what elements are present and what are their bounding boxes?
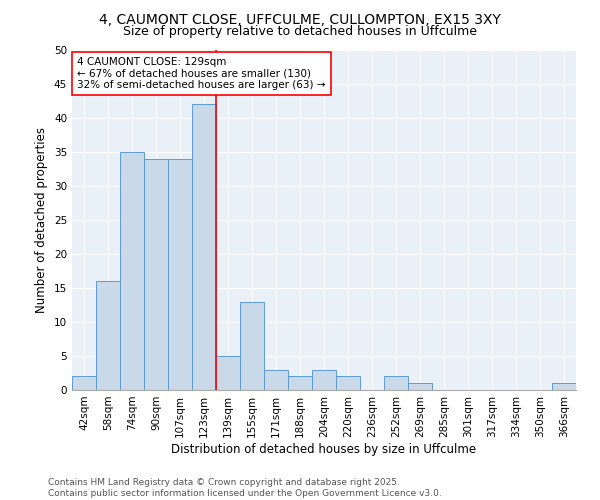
Text: 4 CAUMONT CLOSE: 129sqm
← 67% of detached houses are smaller (130)
32% of semi-d: 4 CAUMONT CLOSE: 129sqm ← 67% of detache… — [77, 57, 326, 90]
Bar — [192, 104, 216, 390]
Bar — [312, 370, 336, 390]
Text: Contains HM Land Registry data © Crown copyright and database right 2025.
Contai: Contains HM Land Registry data © Crown c… — [48, 478, 442, 498]
Bar — [384, 376, 408, 390]
Bar — [408, 383, 432, 390]
Bar — [336, 376, 360, 390]
X-axis label: Distribution of detached houses by size in Uffculme: Distribution of detached houses by size … — [172, 442, 476, 456]
Text: 4, CAUMONT CLOSE, UFFCULME, CULLOMPTON, EX15 3XY: 4, CAUMONT CLOSE, UFFCULME, CULLOMPTON, … — [99, 12, 501, 26]
Bar — [552, 383, 576, 390]
Bar — [72, 376, 96, 390]
Bar — [168, 159, 192, 390]
Bar — [264, 370, 288, 390]
Bar — [240, 302, 264, 390]
Y-axis label: Number of detached properties: Number of detached properties — [35, 127, 49, 313]
Bar — [144, 159, 168, 390]
Bar — [288, 376, 312, 390]
Bar — [96, 281, 120, 390]
Text: Size of property relative to detached houses in Uffculme: Size of property relative to detached ho… — [123, 25, 477, 38]
Bar — [120, 152, 144, 390]
Bar — [216, 356, 240, 390]
